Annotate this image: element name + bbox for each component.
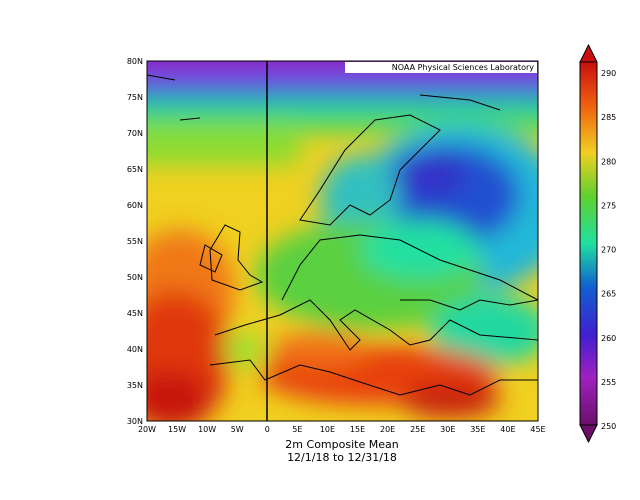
lon-label: 40E [500,425,515,434]
lat-label: 35N [127,381,143,390]
coastlines [147,74,538,396]
lon-label: 25E [410,425,425,434]
lat-label: 30N [127,417,143,426]
axis-labels: 20W 15W 10W 5W 0 5E 10E 15E 20E 25E 30E 35E 40E 45E 80… [127,57,616,434]
lat-label: 75N [127,93,143,102]
lon-label: 0 [265,425,270,434]
lat-label: 55N [127,237,143,246]
lon-label: 35E [470,425,485,434]
colorbar-label: 290 [601,69,616,78]
lon-label: 30E [440,425,455,434]
caption-variable: 2m Composite Mean [285,438,398,451]
lat-label: 65N [127,165,143,174]
colorbar-label: 270 [601,246,616,255]
colorbar-label: 260 [601,334,616,343]
colorbar [579,43,598,444]
temperature-field [147,61,538,421]
lon-label: 5E [292,425,302,434]
lon-label: 10E [320,425,335,434]
lon-label: 5W [231,425,244,434]
lon-label: 10W [198,425,216,434]
lon-label: 45E [530,425,545,434]
lat-label: 80N [127,57,143,66]
map-frame [146,60,539,422]
colorbar-label: 285 [601,113,616,122]
colorbar-label: 275 [601,201,616,210]
lat-label: 60N [127,201,143,210]
caption-dates: 12/1/18 to 12/31/18 [287,451,397,464]
lat-label: 50N [127,273,143,282]
lon-label: 15W [168,425,186,434]
lon-label: 20W [138,425,156,434]
lon-label: 20E [380,425,395,434]
colorbar-label: 265 [601,290,616,299]
colorbar-label: 280 [601,157,616,166]
lon-label: 15E [350,425,365,434]
colorbar-label: 255 [601,378,616,387]
colorbar-label: 250 [601,422,616,431]
credit: NOAA Physical Sciences Laboratory [392,63,535,72]
credit-box [345,62,537,73]
lat-label: 40N [127,345,143,354]
lat-label: 70N [127,129,143,138]
lat-label: 45N [127,309,143,318]
